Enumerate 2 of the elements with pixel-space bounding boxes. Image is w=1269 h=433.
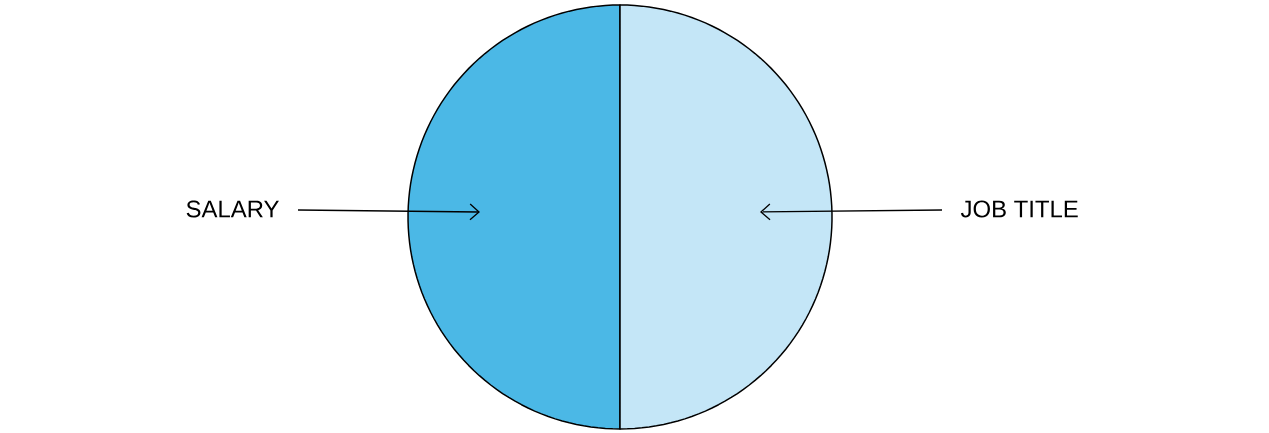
slice-label: JOB TITLE [960,200,1078,218]
slice-label: SALARY [186,200,279,218]
